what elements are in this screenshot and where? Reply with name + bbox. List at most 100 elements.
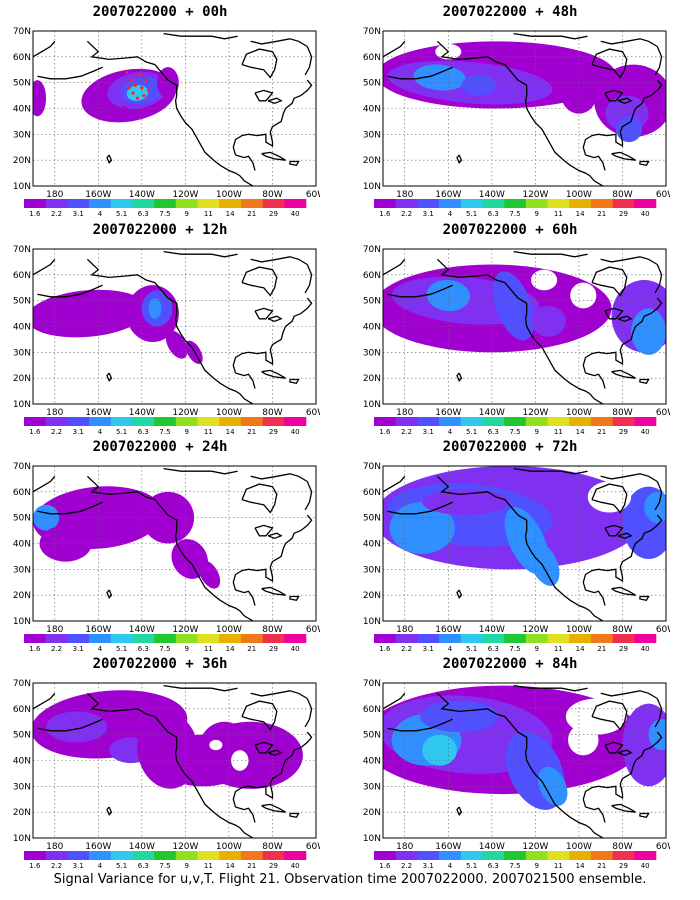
colorbar-swatch	[89, 199, 112, 208]
colorbar-swatch	[547, 634, 570, 643]
colorbar-swatch	[417, 634, 440, 643]
lon-tick-label: 100W	[216, 625, 242, 635]
colorbar-label: 21	[597, 210, 606, 218]
coastline	[261, 151, 286, 161]
coastline	[33, 475, 56, 493]
colorbar-swatch	[89, 634, 112, 643]
lat-tick-label: 50N	[13, 514, 31, 524]
lat-tick-label: 30N	[13, 782, 31, 792]
lon-tick-label: 100W	[216, 842, 242, 852]
colorbar-label: 4	[448, 428, 453, 436]
variance-contour	[33, 289, 149, 338]
coastline	[33, 692, 56, 710]
lat-tick-label: 50N	[363, 514, 381, 524]
lat-tick-label: 20N	[13, 156, 31, 166]
lat-tick-label: 10N	[363, 400, 381, 410]
lon-tick-label: 80W	[262, 842, 282, 852]
colorbar-swatch	[24, 634, 46, 643]
forecast-panel: 2007022000 + 12h 70N 60N 50N 40N 30N 20N 10N 180…	[0, 218, 320, 438]
colorbar-label: 1.6	[379, 645, 391, 653]
lat-tick-label: 30N	[13, 565, 31, 575]
coastline	[639, 160, 650, 167]
colorbar-label: 2.2	[401, 862, 412, 870]
coastline	[250, 38, 308, 48]
colorbar-swatch	[374, 199, 396, 208]
panel-title: 2007022000 + 12h	[92, 222, 228, 238]
map-svg: 70N 60N 50N 40N 30N 20N 10N 180 160W 140W 120W 100W…	[363, 245, 670, 436]
colorbar-label: 2.2	[401, 210, 412, 218]
coastline	[383, 692, 406, 710]
colorbar-swatch	[110, 417, 133, 426]
colorbar-swatch	[482, 417, 505, 426]
variance-gap	[231, 750, 249, 771]
forecast-panel: 2007022000 + 60h 70N 60N 50N 40N 30N 20N 10N 180…	[350, 218, 670, 438]
colorbar-label: 11	[204, 428, 213, 436]
colorbar-label: 21	[247, 428, 256, 436]
colorbar-label: 3.1	[423, 645, 434, 653]
lat-tick-label: 40N	[13, 540, 31, 550]
coastline	[304, 698, 313, 728]
coastline	[436, 258, 604, 404]
coastline	[387, 501, 453, 515]
coastline	[163, 467, 238, 475]
observation-point	[125, 70, 129, 74]
colorbar-label: 4	[98, 428, 103, 436]
lat-tick-label: 60N	[363, 271, 381, 281]
lon-tick-label: 120W	[172, 190, 198, 200]
colorbar-swatch	[612, 634, 635, 643]
colorbar-swatch	[175, 199, 198, 208]
variance-contour	[493, 271, 535, 341]
colorbar-swatch	[525, 634, 548, 643]
variance-contour	[198, 560, 221, 589]
colorbar-label: 29	[269, 210, 278, 218]
colorbar-label: 40	[291, 428, 300, 436]
lon-tick-label: 60W	[656, 190, 670, 200]
lat-tick-label: 30N	[13, 130, 31, 140]
forecast-panel: 2007022000 + 48h 70N 60N 50N 40N 30N 20N 10N 180…	[350, 0, 670, 220]
colorbar-label: 9	[534, 862, 538, 870]
coastline	[235, 372, 256, 389]
colorbar-swatch	[175, 417, 198, 426]
colorbar-swatch	[482, 199, 505, 208]
colorbar-label: 5.1	[116, 210, 127, 218]
colorbar-swatch	[460, 851, 483, 860]
colorbar-swatch	[110, 634, 133, 643]
colorbar-swatch	[569, 634, 592, 643]
colorbar-swatch	[132, 417, 155, 426]
colorbar-label: 40	[291, 862, 300, 870]
coastline	[436, 692, 604, 838]
observation-point	[131, 91, 135, 95]
lat-tick-label: 40N	[363, 757, 381, 767]
colorbar-swatch	[590, 851, 613, 860]
lon-tick-label: 100W	[216, 408, 242, 418]
lon-tick-label: 140W	[129, 190, 155, 200]
colorbar-swatch	[219, 417, 242, 426]
panel-title: 2007022000 + 84h	[442, 656, 578, 672]
colorbar-label: 4	[448, 210, 453, 218]
lon-tick-label: 80W	[262, 408, 282, 418]
coastline	[235, 806, 256, 823]
map-frame	[32, 248, 317, 405]
coastline	[163, 250, 238, 258]
colorbar-swatch	[24, 417, 46, 426]
lon-tick-label: 120W	[522, 625, 548, 635]
colorbar-swatch	[262, 199, 285, 208]
colorbar-label: 6.3	[138, 862, 149, 870]
colorbar-swatch	[240, 634, 263, 643]
coastline	[254, 524, 274, 537]
observation-point	[129, 78, 133, 82]
variance-contour	[148, 298, 162, 319]
map-frame	[382, 248, 667, 405]
colorbar-swatch	[569, 851, 592, 860]
coastline	[241, 266, 278, 297]
colorbar-label: 3.1	[73, 210, 84, 218]
forecast-panel: 2007022000 + 00h 70N 60N 50N 40N 30N 20N 10N 180…	[0, 0, 320, 220]
lon-tick-label: 120W	[172, 842, 198, 852]
lat-tick-label: 60N	[13, 488, 31, 498]
variance-gap	[531, 269, 558, 291]
coastline	[611, 151, 636, 161]
colorbar-swatch	[395, 417, 418, 426]
coastline	[617, 97, 633, 104]
variance-contour	[198, 721, 303, 789]
coastline	[106, 372, 113, 383]
